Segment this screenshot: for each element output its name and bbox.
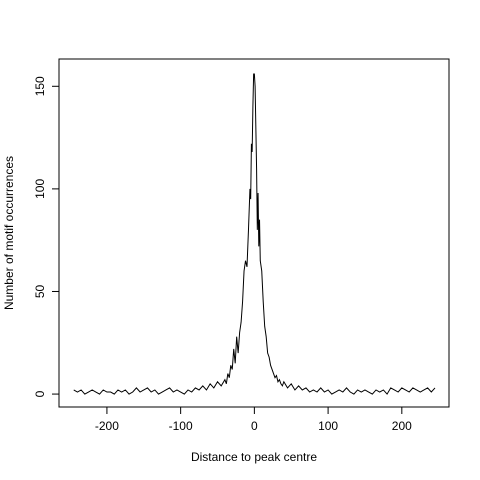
y-tick-label: 100 (33, 179, 47, 199)
x-tick-label: -200 (95, 419, 119, 433)
x-tick-label: -100 (169, 419, 193, 433)
plot-box (58, 58, 450, 408)
x-tick-label: 200 (392, 419, 412, 433)
y-tick-label: 0 (33, 390, 47, 397)
y-axis-label: Number of motif occurrences (2, 156, 16, 310)
y-tick-label: 50 (33, 284, 47, 298)
data-line (73, 73, 436, 395)
y-tick-label: 150 (33, 76, 47, 96)
x-axis-label: Distance to peak centre (191, 450, 317, 464)
x-tick-label: 0 (251, 419, 258, 433)
x-tick-label: 100 (318, 419, 338, 433)
